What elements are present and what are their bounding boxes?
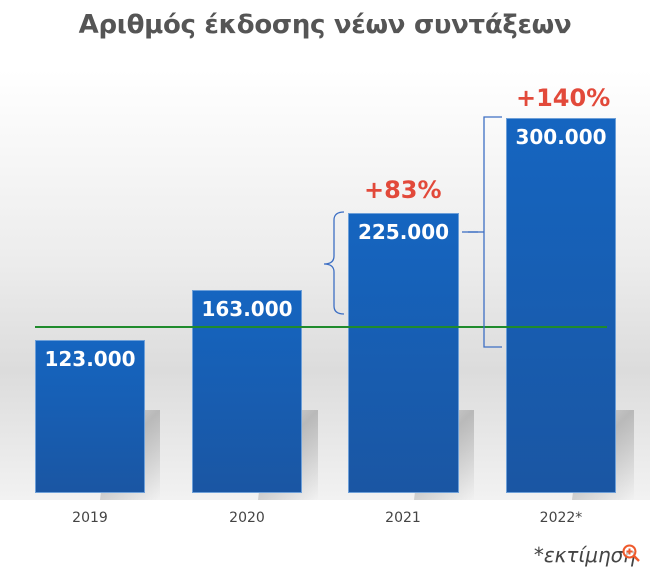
bar-2021: 225.000 <box>348 213 459 493</box>
x-tick-label: 2019 <box>72 510 108 526</box>
bar-value-label: 300.000 <box>515 125 607 149</box>
increase-label-2021: +83% <box>364 176 442 204</box>
bar-value-label: 123.000 <box>44 347 136 371</box>
x-tick-label: 2020 <box>229 510 265 526</box>
bracket-2022 <box>468 116 502 348</box>
x-tick-label: 2022* <box>539 510 583 526</box>
zoom-in-icon[interactable] <box>622 544 640 562</box>
x-tick-label: 2021 <box>385 510 421 526</box>
chart-title: Αριθμός έκδοσης νέων συντάξεων <box>78 10 572 40</box>
bracket-2021 <box>323 211 478 315</box>
bar-value-label: 163.000 <box>201 297 293 321</box>
reference-line <box>35 326 607 328</box>
footnote: *εκτίμηση <box>533 543 636 567</box>
increase-label-2022: +140% <box>516 84 611 112</box>
bar-2020: 163.000 <box>192 290 302 493</box>
bar-2022: 300.000 <box>506 118 616 493</box>
bar-value-label: 225.000 <box>357 220 450 244</box>
bar-2019: 123.000 <box>35 340 145 493</box>
